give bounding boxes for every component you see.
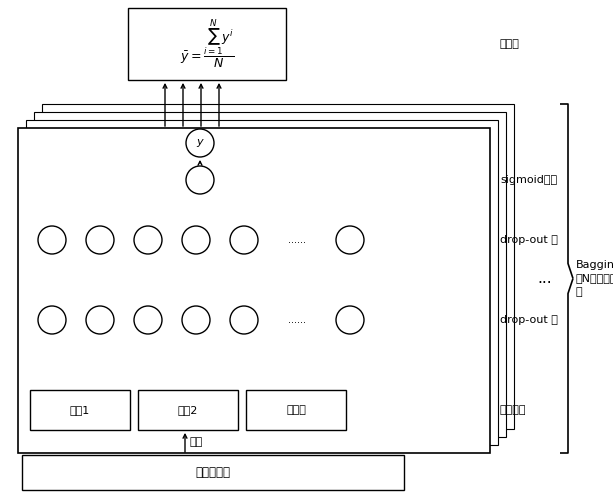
Circle shape: [134, 226, 162, 254]
Bar: [28, 218, 398, 262]
Circle shape: [38, 226, 66, 254]
Text: 互特征: 互特征: [286, 405, 306, 415]
Text: drop-out 层: drop-out 层: [500, 235, 558, 245]
Circle shape: [336, 306, 364, 334]
Circle shape: [186, 166, 214, 194]
Bar: [30, 390, 130, 430]
Circle shape: [86, 306, 114, 334]
Text: 病例2: 病例2: [178, 405, 198, 415]
Circle shape: [230, 306, 258, 334]
Circle shape: [186, 129, 214, 157]
Bar: [18, 128, 490, 453]
Text: drop-out 层: drop-out 层: [500, 315, 558, 325]
Text: $y$: $y$: [196, 137, 205, 149]
Text: ......: ......: [288, 235, 306, 245]
Circle shape: [38, 306, 66, 334]
Bar: [28, 298, 398, 342]
Text: 病例样本集: 病例样本集: [196, 466, 230, 479]
Bar: [138, 390, 238, 430]
Bar: [128, 8, 286, 80]
Circle shape: [86, 226, 114, 254]
Text: sigmoid函数: sigmoid函数: [500, 175, 557, 185]
Bar: [22, 455, 404, 490]
Circle shape: [336, 226, 364, 254]
Circle shape: [182, 306, 210, 334]
Text: 采样: 采样: [190, 438, 204, 448]
Circle shape: [134, 306, 162, 334]
Text: $\bar{y}=\dfrac{\sum_{i=1}^{N}y^{i}}{N}$: $\bar{y}=\dfrac{\sum_{i=1}^{N}y^{i}}{N}$: [180, 17, 234, 71]
Text: Bagging方法
将N个基模型集
成: Bagging方法 将N个基模型集 成: [576, 260, 613, 297]
Bar: [26, 120, 498, 445]
Text: 输入向量: 输入向量: [500, 405, 527, 415]
Bar: [246, 390, 346, 430]
Bar: [42, 104, 514, 429]
Text: ...: ...: [538, 271, 552, 286]
Circle shape: [182, 226, 210, 254]
Bar: [34, 112, 506, 437]
Text: ......: ......: [288, 315, 306, 325]
Circle shape: [230, 226, 258, 254]
Text: 输出层: 输出层: [500, 39, 520, 49]
Text: 病例1: 病例1: [70, 405, 90, 415]
